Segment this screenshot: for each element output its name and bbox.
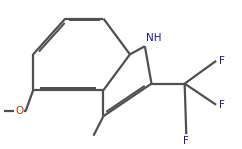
Text: F: F: [219, 100, 224, 110]
Text: O: O: [15, 106, 23, 116]
Text: NH: NH: [146, 33, 162, 43]
Text: F: F: [183, 136, 189, 146]
Text: F: F: [219, 56, 224, 66]
